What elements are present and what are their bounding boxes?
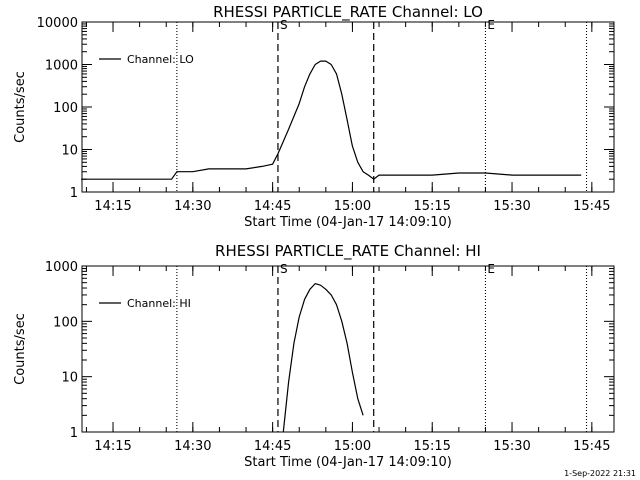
event-marker-label: E (487, 262, 495, 276)
y-tick-label: 10 (61, 144, 78, 159)
x-axis-label: Start Time (04-Jan-17 14:09:10) (244, 215, 452, 230)
event-marker-label: E (487, 18, 495, 32)
chart-title: RHESSI PARTICLE_RATE Channel: LO (213, 3, 483, 22)
series-line-0 (282, 283, 364, 433)
y-axis-label: Counts/sec (13, 71, 28, 143)
x-tick-label: 14:45 (254, 199, 291, 214)
y-tick-label: 10000 (37, 16, 78, 31)
x-tick-label: 15:15 (413, 439, 450, 454)
y-axis-label: Counts/sec (13, 313, 28, 385)
timestamp-footer: 1-Sep-2022 21:31 (564, 469, 636, 478)
x-tick-label: 15:30 (493, 199, 530, 214)
y-tick-label: 1000 (45, 59, 78, 74)
event-marker-label: S (280, 18, 288, 32)
y-tick-label: 100 (53, 101, 78, 116)
y-tick-label: 1 (70, 186, 78, 201)
chart-panel-lo: RHESSI PARTICLE_RATE Channel: LO Start Ti… (13, 3, 615, 230)
x-tick-label: 15:30 (493, 439, 530, 454)
x-tick-label: 14:15 (94, 439, 131, 454)
x-tick-label: 14:15 (94, 199, 131, 214)
legend-label: Channel: HI (127, 297, 191, 310)
series-line-0 (81, 60, 582, 180)
x-tick-label: 15:15 (413, 199, 450, 214)
x-tick-label: 14:45 (254, 439, 291, 454)
y-tick-label: 10 (61, 371, 78, 386)
legend-label: Channel: LO (127, 53, 194, 66)
y-tick-label: 100 (53, 315, 78, 330)
chart-panel-hi: RHESSI PARTICLE_RATE Channel: HI Start Ti… (13, 242, 615, 470)
x-tick-label: 15:00 (334, 199, 371, 214)
x-tick-label: 14:30 (174, 199, 211, 214)
y-tick-label: 1 (70, 426, 78, 441)
chart-title: RHESSI PARTICLE_RATE Channel: HI (215, 242, 481, 261)
x-tick-label: 15:45 (573, 199, 610, 214)
x-tick-label: 15:00 (334, 439, 371, 454)
plot-frame (81, 265, 615, 433)
y-tick-label: 1000 (45, 260, 78, 275)
x-tick-label: 14:30 (174, 439, 211, 454)
event-marker-label: S (280, 262, 288, 276)
x-tick-label: 15:45 (573, 439, 610, 454)
plot-frame (81, 21, 615, 193)
x-axis-label: Start Time (04-Jan-17 14:09:10) (244, 455, 452, 470)
